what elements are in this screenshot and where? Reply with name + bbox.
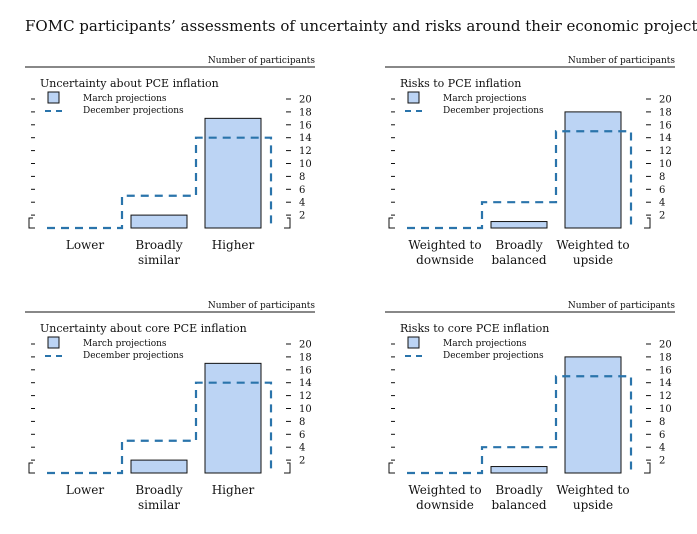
y-tick-label: 16	[299, 365, 312, 376]
legend-march-label: March projections	[83, 94, 167, 104]
december-outline	[47, 136, 273, 230]
y-tick-label: 2	[299, 456, 305, 467]
units-label: Number of participants	[568, 56, 675, 66]
y-tick-label: 20	[299, 340, 312, 351]
legend-march-swatch	[407, 336, 420, 349]
panel-title: Uncertainty about core PCE inflation	[40, 322, 247, 335]
march-bar	[564, 356, 622, 474]
category-label: Higher	[212, 238, 255, 252]
y-tick-label: 10	[659, 159, 672, 170]
y-tick-label: 6	[659, 430, 665, 441]
y-tick-label: 4	[659, 443, 665, 454]
panel-title: Risks to PCE inflation	[400, 77, 521, 90]
y-tick-label: 20	[659, 340, 672, 351]
legend-december-label: December projections	[443, 106, 544, 116]
legend-december-label: December projections	[83, 106, 184, 116]
y-tick-label: 18	[299, 352, 312, 363]
y-tick-label: 18	[299, 107, 312, 118]
category-label: Broadly similar	[135, 238, 182, 267]
category-label: Weighted to downside	[408, 483, 481, 512]
y-tick-label: 10	[299, 404, 312, 415]
y-tick-label: 2	[659, 211, 665, 222]
y-tick-label: 4	[659, 198, 665, 209]
left-bracket	[388, 217, 395, 229]
y-tick-label: 4	[299, 443, 305, 454]
y-tick-label: 12	[659, 391, 672, 402]
march-bar	[130, 459, 188, 474]
december-outline	[47, 381, 273, 475]
category-label: Broadly similar	[135, 483, 182, 512]
y-tick-label: 8	[659, 417, 665, 428]
y-tick-label: 20	[299, 95, 312, 106]
y-tick-label: 14	[299, 378, 312, 389]
y-tick-label: 6	[299, 430, 305, 441]
category-label: Broadly balanced	[491, 238, 546, 267]
category-label: Higher	[212, 483, 255, 497]
category-label: Weighted to upside	[556, 238, 629, 267]
figure-title: FOMC participants’ assessments of uncert…	[25, 17, 697, 35]
chart-panel-3: Number of participants Uncertainty about …	[25, 301, 315, 512]
category-label: Weighted to downside	[408, 238, 481, 267]
left-bracket	[28, 462, 35, 474]
y-tick-label: 14	[659, 133, 672, 144]
panel-title: Uncertainty about PCE inflation	[40, 77, 219, 90]
y-tick-label: 10	[659, 404, 672, 415]
legend-march-swatch	[407, 91, 420, 104]
chart-panel-2: Number of participants Risks to PCE infla…	[385, 56, 675, 267]
y-tick-label: 18	[659, 352, 672, 363]
legend-december-label: December projections	[83, 351, 184, 361]
y-tick-label: 8	[659, 172, 665, 183]
chart-panel-4: Number of participants Risks to core PCE …	[385, 301, 675, 512]
legend-march-swatch	[47, 336, 60, 349]
y-tick-label: 12	[299, 146, 312, 157]
y-tick-label: 14	[659, 378, 672, 389]
left-bracket	[388, 462, 395, 474]
march-bar	[490, 221, 548, 229]
category-label: Weighted to upside	[556, 483, 629, 512]
y-tick-label: 10	[299, 159, 312, 170]
right-bracket	[644, 462, 651, 474]
legend-december-label: December projections	[443, 351, 544, 361]
category-label: Lower	[66, 483, 105, 497]
legend-march-swatch	[47, 91, 60, 104]
y-tick-label: 18	[659, 107, 672, 118]
march-bar	[204, 362, 262, 474]
y-tick-label: 2	[659, 456, 665, 467]
category-label: Lower	[66, 238, 105, 252]
y-tick-label: 8	[299, 172, 305, 183]
right-bracket	[284, 217, 291, 229]
left-bracket	[28, 217, 35, 229]
y-tick-label: 6	[299, 185, 305, 196]
december-outline	[407, 130, 633, 230]
y-tick-label: 4	[299, 198, 305, 209]
legend-march-label: March projections	[443, 94, 527, 104]
march-bar	[130, 214, 188, 229]
y-tick-label: 16	[299, 120, 312, 131]
units-label: Number of participants	[568, 301, 675, 311]
march-bar	[204, 117, 262, 229]
december-outline	[407, 375, 633, 475]
units-label: Number of participants	[208, 56, 315, 66]
legend-march-label: March projections	[443, 339, 527, 349]
y-tick-label: 6	[659, 185, 665, 196]
y-tick-label: 16	[659, 365, 672, 376]
panel-title: Risks to core PCE inflation	[400, 322, 549, 335]
y-tick-label: 8	[299, 417, 305, 428]
y-tick-label: 20	[659, 95, 672, 106]
y-tick-label: 14	[299, 133, 312, 144]
units-label: Number of participants	[208, 301, 315, 311]
y-tick-label: 2	[299, 211, 305, 222]
right-bracket	[644, 217, 651, 229]
chart-panel-1: Number of participants Uncertainty about …	[25, 56, 315, 267]
category-label: Broadly balanced	[491, 483, 546, 512]
legend-march-label: March projections	[83, 339, 167, 349]
y-tick-label: 12	[299, 391, 312, 402]
y-tick-label: 16	[659, 120, 672, 131]
march-bar	[564, 111, 622, 229]
march-bar	[490, 466, 548, 474]
right-bracket	[284, 462, 291, 474]
y-tick-label: 12	[659, 146, 672, 157]
